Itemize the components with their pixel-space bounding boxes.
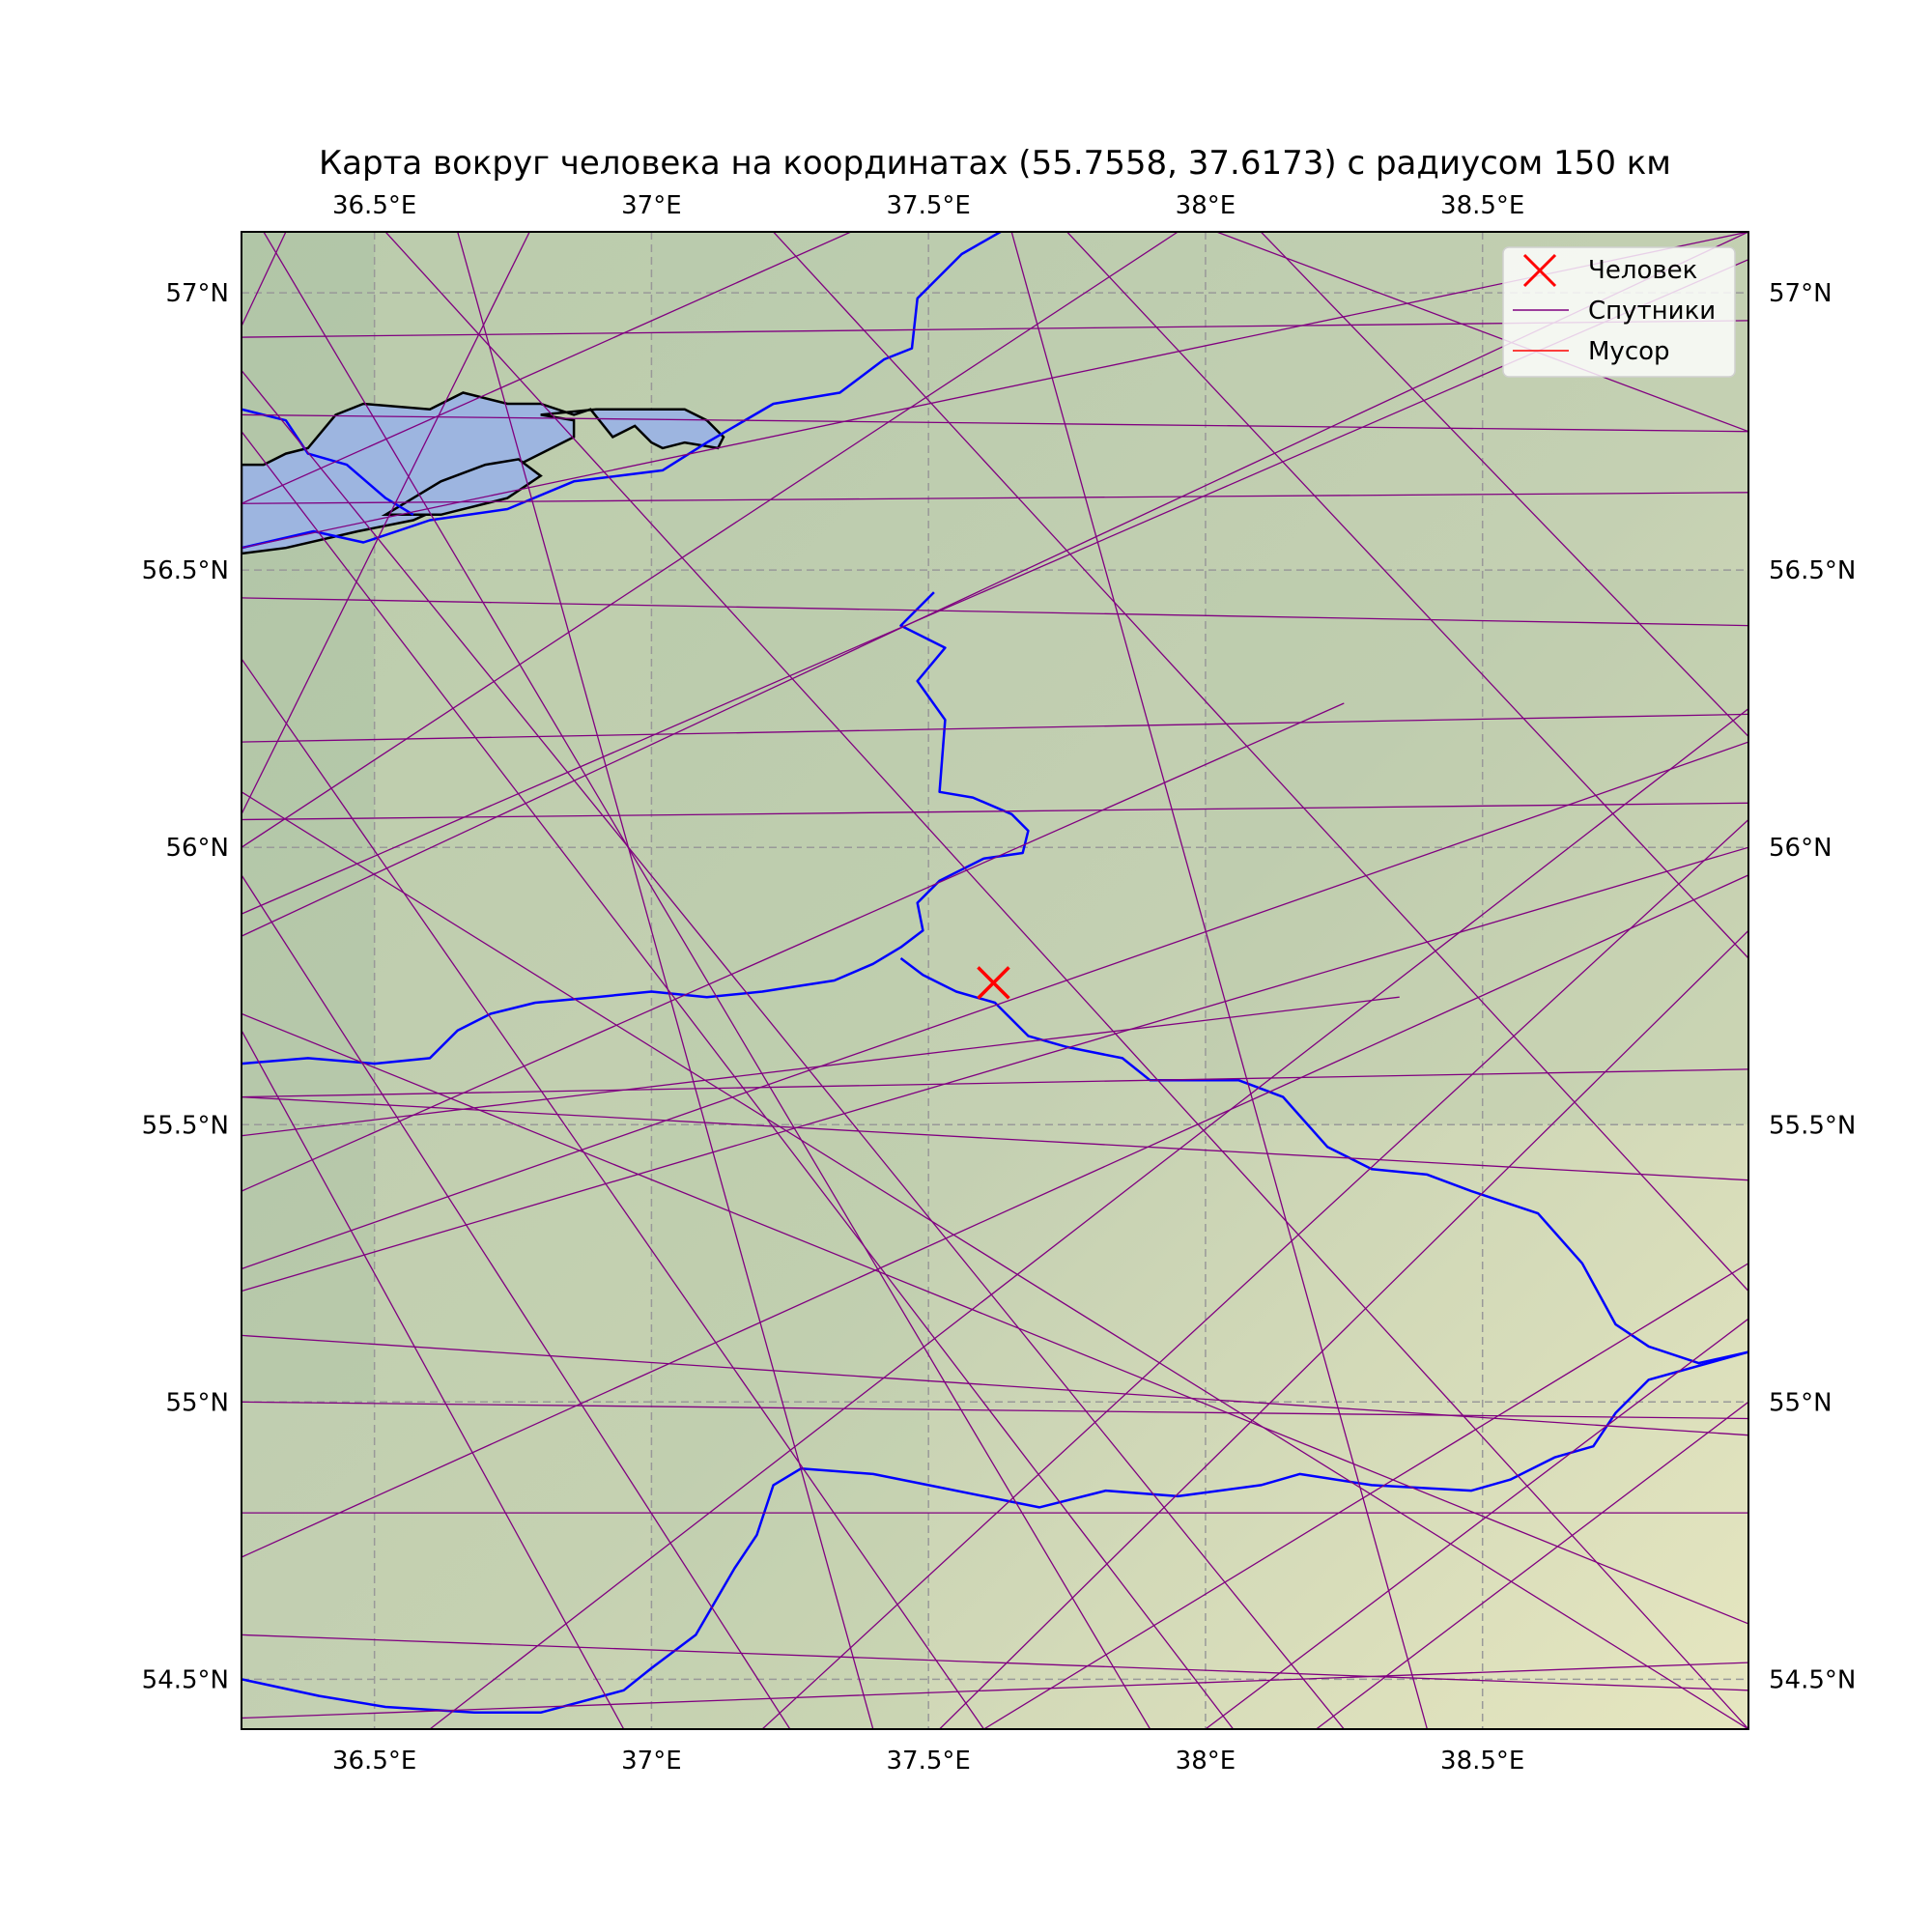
y-tick-label-right-1: 56.5°N bbox=[1769, 556, 1856, 585]
x-marker-icon bbox=[1522, 253, 1557, 288]
river-0 bbox=[242, 232, 1002, 550]
person-marker-layer bbox=[977, 966, 1010, 1000]
satellite-track-24 bbox=[242, 658, 985, 1729]
river-4 bbox=[242, 408, 414, 516]
satellite-track-17 bbox=[242, 741, 1748, 1270]
satellite-track-13 bbox=[242, 232, 1748, 937]
legend-box bbox=[1502, 246, 1736, 378]
lakes-layer bbox=[242, 391, 725, 555]
lake-1 bbox=[381, 458, 543, 517]
y-tick-label-left-4: 55°N bbox=[165, 1388, 229, 1417]
river-3 bbox=[242, 1350, 1748, 1715]
x-tick-label-top-0: 36.5°E bbox=[332, 191, 416, 220]
legend-label-debris: Мусор bbox=[1588, 337, 1670, 366]
x-tick-label-top-4: 38.5°E bbox=[1440, 191, 1524, 220]
y-tick-label-right-3: 55.5°N bbox=[1769, 1111, 1856, 1140]
map-area bbox=[241, 231, 1749, 1730]
satellite-tracks-layer bbox=[242, 232, 1748, 1729]
satellite-track-45 bbox=[242, 702, 1345, 1192]
x-tick-label-top-3: 38°E bbox=[1176, 191, 1236, 220]
map-frame bbox=[241, 231, 1749, 1730]
satellite-track-16 bbox=[242, 232, 1748, 549]
satellite-track-10 bbox=[242, 413, 1748, 433]
satellite-track-35 bbox=[761, 819, 1748, 1729]
satellite-track-12 bbox=[242, 259, 1748, 915]
satellite-track-25 bbox=[242, 874, 791, 1729]
legend: Человек Спутники Мусор bbox=[1502, 246, 1736, 378]
axis-ticks: 36.5°E 36.5°E 37°E 37°E 37.5°E 37.5°E 38°E 38°E… bbox=[142, 191, 1857, 1776]
satellite-track-7 bbox=[242, 1662, 1748, 1719]
satellite-track-37 bbox=[242, 232, 852, 504]
satellite-track-32 bbox=[1216, 232, 1748, 433]
satellite-track-31 bbox=[1260, 232, 1748, 737]
satellite-track-42 bbox=[1316, 1401, 1748, 1729]
satellite-track-40 bbox=[242, 1012, 1748, 1625]
river-2 bbox=[899, 957, 1748, 1365]
satellite-track-0 bbox=[242, 232, 287, 327]
satellite-track-11 bbox=[242, 1095, 1748, 1181]
y-tick-label-right-4: 55°N bbox=[1769, 1388, 1833, 1417]
legend-label-person: Человек bbox=[1588, 256, 1697, 285]
satellite-track-21 bbox=[263, 232, 1151, 1729]
y-tick-label-left-1: 56.5°N bbox=[142, 556, 229, 585]
y-tick-label-left-0: 57°N bbox=[165, 279, 229, 308]
satellite-track-27 bbox=[457, 232, 874, 1729]
satellite-track-8 bbox=[242, 492, 1748, 504]
x-tick-label-bottom-2: 37.5°E bbox=[887, 1747, 971, 1776]
satellite-track-20 bbox=[242, 996, 1400, 1137]
x-tick-label-top-2: 37.5°E bbox=[887, 191, 971, 220]
rivers-layer bbox=[242, 232, 1748, 1715]
satellite-track-4 bbox=[242, 1068, 1748, 1098]
chart-title: Карта вокруг человека на координатах (55… bbox=[319, 144, 1671, 183]
satellite-track-33 bbox=[939, 929, 1748, 1729]
satellite-track-34 bbox=[983, 1263, 1748, 1729]
satellite-track-19 bbox=[242, 874, 1748, 1558]
satellite-track-14 bbox=[242, 232, 1179, 848]
satellite-track-3 bbox=[242, 802, 1748, 821]
satellite-track-23 bbox=[242, 431, 1235, 1729]
y-tick-label-left-3: 55.5°N bbox=[142, 1111, 229, 1140]
y-tick-label-right-0: 57°N bbox=[1769, 279, 1833, 308]
satellite-track-43 bbox=[1205, 1318, 1748, 1729]
y-tick-label-left-2: 56°N bbox=[165, 834, 229, 863]
legend-label-satellites: Спутники bbox=[1588, 297, 1716, 326]
satellite-track-41 bbox=[242, 791, 1748, 1729]
x-tick-label-bottom-1: 37°E bbox=[621, 1747, 682, 1776]
satellite-track-22 bbox=[242, 370, 1345, 1729]
y-tick-label-left-5: 54.5°N bbox=[142, 1665, 229, 1694]
satellite-track-28 bbox=[384, 232, 1748, 1729]
y-tick-label-right-5: 54.5°N bbox=[1769, 1665, 1856, 1694]
satellite-track-38 bbox=[242, 1634, 1748, 1691]
satellite-track-44 bbox=[1010, 232, 1429, 1729]
satellite-track-9 bbox=[242, 320, 1748, 338]
gridlines bbox=[242, 232, 1748, 1729]
river-1 bbox=[242, 591, 1030, 1065]
x-tick-label-top-1: 37°E bbox=[621, 191, 682, 220]
x-tick-label-bottom-4: 38.5°E bbox=[1440, 1747, 1524, 1776]
satellite-track-1 bbox=[242, 597, 1748, 627]
satellite-track-30 bbox=[1066, 232, 1748, 959]
x-tick-label-bottom-0: 36.5°E bbox=[332, 1747, 416, 1776]
satellite-track-39 bbox=[242, 1334, 1748, 1436]
satellite-track-18 bbox=[242, 846, 1748, 1293]
person-marker bbox=[977, 966, 1010, 1000]
x-tick-label-bottom-3: 38°E bbox=[1176, 1747, 1236, 1776]
satellite-track-26 bbox=[242, 1030, 625, 1729]
satellite-track-15 bbox=[242, 232, 530, 815]
satellite-track-36 bbox=[429, 708, 1748, 1729]
satellite-track-2 bbox=[242, 713, 1748, 743]
satellite-track-29 bbox=[773, 232, 1748, 1292]
y-tick-label-right-2: 56°N bbox=[1769, 834, 1833, 863]
